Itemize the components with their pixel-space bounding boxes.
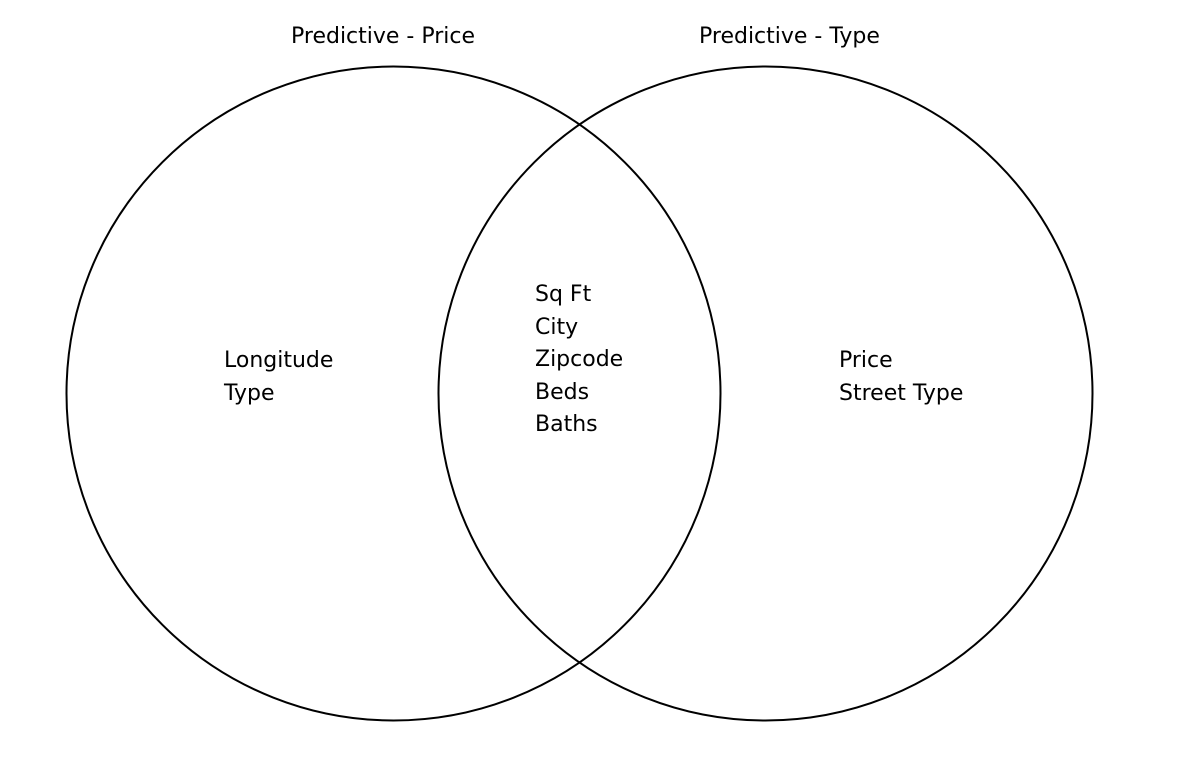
region-item: City <box>535 314 579 340</box>
set-title-predictive-type: Predictive - Type <box>699 24 880 49</box>
set-circle-predictive-type <box>437 65 1094 722</box>
region-item: Street Type <box>839 380 964 406</box>
region-item: Sq Ft <box>535 282 592 307</box>
region-intersection: Sq Ft City Zipcode Beds Baths <box>535 279 623 442</box>
region-item: Baths <box>535 412 598 437</box>
region-type-only: Price Street Type <box>839 345 963 410</box>
region-price-only: Longitude Type <box>224 345 333 410</box>
region-item: Beds <box>535 379 590 405</box>
region-item: Longitude <box>224 348 334 373</box>
region-item: Zipcode <box>535 347 624 372</box>
region-item: Price <box>839 348 893 373</box>
set-circle-predictive-price <box>65 65 722 722</box>
region-item: Type <box>224 380 275 406</box>
set-title-predictive-price: Predictive - Price <box>291 24 476 49</box>
